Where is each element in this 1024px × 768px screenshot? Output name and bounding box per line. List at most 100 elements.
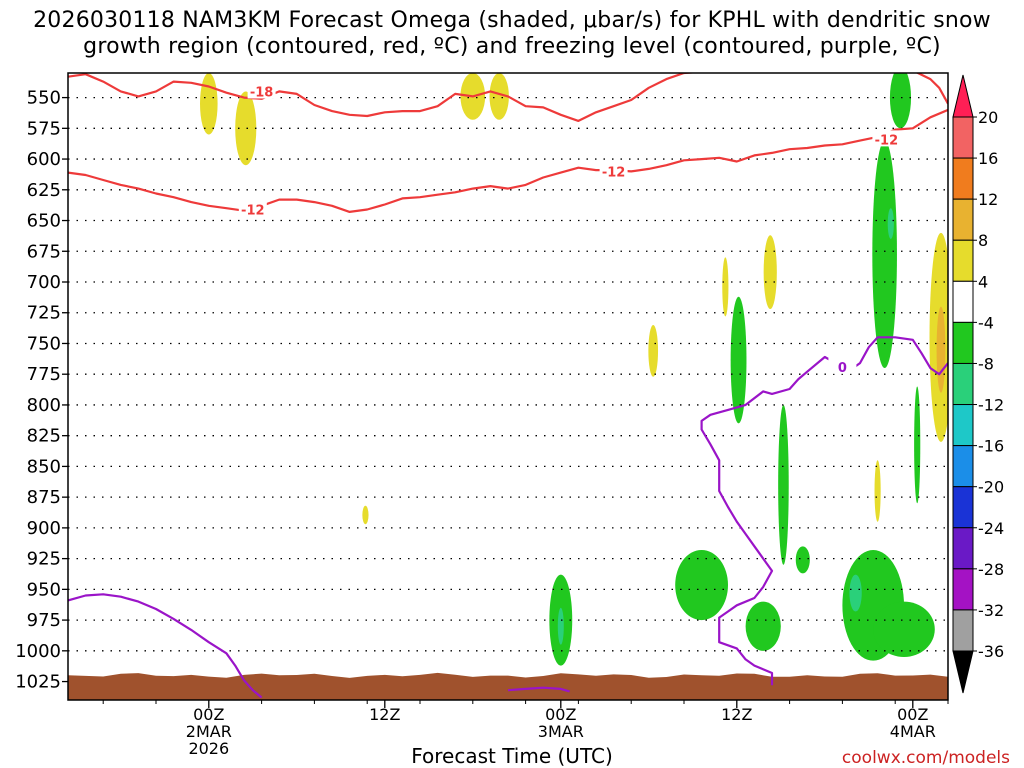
- ytick-label-625: 625: [27, 180, 61, 201]
- colorbar-label-3: 8: [978, 231, 988, 250]
- ytick-label-650: 650: [27, 211, 61, 232]
- contour-0: [68, 73, 948, 122]
- ytick-label-1025: 1025: [15, 672, 61, 693]
- ytick-label-725: 725: [27, 303, 61, 324]
- colorbar-cell-10: [952, 527, 974, 570]
- xtick-label-0-1: 2MAR: [186, 722, 232, 741]
- ytick-label-775: 775: [27, 364, 61, 385]
- colorbar-cell-7: [952, 404, 974, 447]
- colorbar-cell-3: [952, 239, 974, 282]
- colorbar-label-5: -4: [978, 313, 994, 332]
- colorbar-cell-12: [952, 609, 974, 652]
- contour-label-bg-3: [872, 130, 901, 147]
- omega-shade-20: [745, 601, 781, 651]
- contour-label-3: -12: [875, 133, 899, 148]
- omega-shade-23: [873, 601, 935, 657]
- xtick-label-4-1: 4MAR: [890, 722, 936, 741]
- ytick-label-925: 925: [27, 549, 61, 570]
- xtick-label-1-0: 12Z: [369, 705, 400, 724]
- omega-shade-18: [557, 607, 564, 645]
- omega-shade-16: [914, 386, 921, 504]
- colorbar-label-13: -36: [978, 642, 1004, 661]
- ytick-label-1000: 1000: [15, 641, 61, 662]
- contour-label-bg-1: [238, 200, 267, 217]
- ytick-label-575: 575: [27, 118, 61, 139]
- ytick-label-850: 850: [27, 456, 61, 477]
- colorbar-label-0: 20: [978, 108, 998, 127]
- xtick-label-4-0: 00Z: [897, 705, 928, 724]
- ytick-label-900: 900: [27, 518, 61, 539]
- ytick-label-825: 825: [27, 426, 61, 447]
- colorbar-label-9: -20: [978, 478, 1004, 497]
- colorbar-label-1: 16: [978, 149, 998, 168]
- omega-shade-21: [795, 546, 810, 574]
- contour-3: [68, 593, 263, 699]
- omega-shade-19: [675, 550, 728, 621]
- omega-shade-15: [778, 404, 789, 565]
- contour-label-bg-4: [828, 357, 857, 374]
- omega-shade-10: [936, 306, 946, 393]
- xtick-label-2-0: 00Z: [545, 705, 576, 724]
- colorbar-cell-9: [952, 486, 974, 529]
- colorbar-cell-6: [952, 362, 974, 406]
- colorbar-cell-4: [952, 280, 974, 323]
- colorbar-label-7: -12: [978, 396, 1004, 415]
- terrain: [68, 672, 948, 700]
- xtick-label-0-0: 00Z: [193, 705, 224, 724]
- colorbar-cell-5: [952, 321, 974, 364]
- chart-title-line1: 2026030118 NAM3KM Forecast Omega (shaded…: [33, 8, 991, 33]
- ytick-label-750: 750: [27, 333, 61, 354]
- omega-shade-13: [887, 208, 894, 239]
- contour-label-bg-2: [599, 162, 628, 179]
- ytick-label-875: 875: [27, 487, 61, 508]
- colorbar-cell-2: [952, 198, 974, 241]
- contour-label-4: 0: [838, 361, 847, 376]
- omega-shade-1: [235, 91, 257, 166]
- colorbar-label-6: -8: [978, 354, 994, 373]
- omega-shade-7: [763, 235, 777, 310]
- omega-shade-4: [362, 505, 369, 525]
- colorbar-label-8: -16: [978, 437, 1004, 456]
- chart-title-line2: growth region (contoured, red, ºC) and f…: [83, 34, 941, 59]
- ytick-label-600: 600: [27, 149, 61, 170]
- ytick-label-800: 800: [27, 395, 61, 416]
- colorbar-bottom-triangle: [952, 650, 974, 694]
- colorbar-label-12: -32: [978, 601, 1004, 620]
- omega-shade-0: [200, 73, 218, 135]
- ytick-label-675: 675: [27, 241, 61, 262]
- ytick-label-950: 950: [27, 579, 61, 600]
- omega-shade-5: [648, 325, 659, 377]
- contour-label-2: -12: [602, 165, 626, 180]
- xtick-label-2-1: 3MAR: [538, 722, 584, 741]
- colorbar-label-2: 12: [978, 190, 998, 209]
- colorbar-top-triangle: [952, 74, 974, 118]
- omega-shade-11: [889, 73, 912, 129]
- colorbar-cell-8: [952, 445, 974, 488]
- omega-shade-6: [722, 257, 729, 317]
- colorbar-cell-0: [952, 116, 974, 159]
- contour-2: [700, 336, 948, 686]
- contour-1: [68, 108, 948, 213]
- ytick-label-975: 975: [27, 610, 61, 631]
- x-axis-label: Forecast Time (UTC): [411, 744, 613, 768]
- ytick-label-550: 550: [27, 88, 61, 109]
- colorbar-cell-1: [952, 157, 974, 200]
- contour-label-0: -18: [250, 85, 274, 100]
- omega-shade-12: [872, 140, 897, 369]
- plot-border: [67, 72, 949, 701]
- colorbar-label-11: -28: [978, 560, 1004, 579]
- omega-shade-8: [874, 460, 881, 522]
- colorbar-label-4: 4: [978, 272, 988, 291]
- omega-shade-14: [730, 296, 747, 424]
- contour-label-bg-0: [247, 82, 276, 99]
- contour-label-1: -12: [241, 203, 265, 218]
- credit-link[interactable]: coolwx.com/models: [841, 748, 1010, 768]
- omega-shade-3: [489, 73, 509, 120]
- contour-4: [507, 686, 570, 693]
- xtick-label-3-0: 12Z: [721, 705, 752, 724]
- colorbar-cell-11: [952, 568, 974, 611]
- xtick-label-0-2: 2026: [188, 739, 229, 758]
- ytick-label-700: 700: [27, 272, 61, 293]
- plot-area: -18 -12 -12 -12 0: [68, 73, 948, 700]
